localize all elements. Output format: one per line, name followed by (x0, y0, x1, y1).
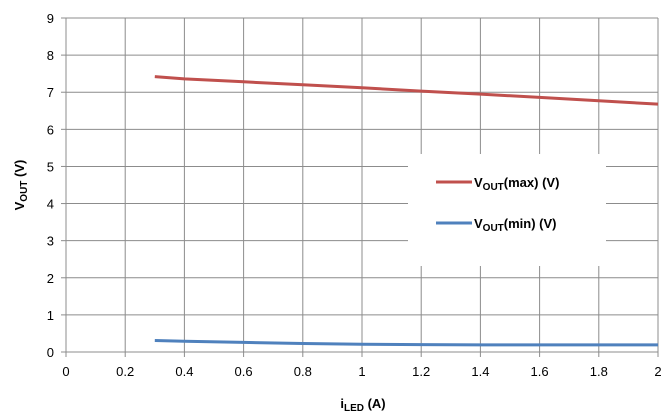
axes (61, 17, 659, 357)
legend-label-min-main: V (474, 216, 483, 231)
x-tick-label: 1.2 (412, 364, 430, 379)
x-axis-title-sub: LED (344, 403, 364, 412)
y-tick-label: 0 (47, 345, 54, 360)
x-tick-label: 1.6 (531, 364, 549, 379)
y-tick-label: 8 (47, 48, 54, 63)
x-axis-title-rest: (A) (364, 396, 386, 411)
x-tick-labels: 0 0.2 0.4 0.6 0.8 1 1.2 1.4 1.6 1.8 2 (62, 364, 661, 379)
y-tick-label: 5 (47, 159, 54, 174)
series-line-vout-min (154, 339, 658, 347)
x-tick-label: 1.8 (590, 364, 608, 379)
y-axis-title-rest: (V) (12, 160, 27, 181)
legend-label-min-rest: (min) (V) (504, 216, 557, 231)
x-tick-label: 0.8 (294, 364, 312, 379)
series-line-vout-max (154, 75, 659, 106)
legend-box (408, 154, 606, 266)
x-tick-label: 0.2 (116, 364, 134, 379)
legend-label-max-sub: OUT (483, 182, 504, 193)
x-tick-label: 0.6 (235, 364, 253, 379)
y-tick-label: 2 (47, 271, 54, 286)
x-tick-label: 0 (62, 364, 69, 379)
y-axis-title-main: V (12, 201, 27, 210)
y-tick-label: 3 (47, 234, 54, 249)
y-axis-title: VOUT (V) (12, 160, 30, 211)
x-tick-label: 1 (358, 364, 365, 379)
y-tick-label: 6 (47, 122, 54, 137)
y-tick-labels: 0 1 2 3 4 5 6 7 8 9 (47, 11, 54, 360)
legend-label-min-sub: OUT (483, 223, 504, 234)
legend-label-max-main: V (474, 175, 483, 190)
legend-label-max-rest: (max) (V) (504, 175, 560, 190)
x-tick-label: 0.4 (175, 364, 193, 379)
series-lines (154, 75, 659, 347)
x-axis-title: iLED (A) (340, 396, 385, 412)
y-tick-label: 1 (47, 308, 54, 323)
y-tick-label: 7 (47, 85, 54, 100)
legend-label-max: VOUT(max) (V) (474, 175, 559, 193)
y-axis-title-sub: OUT (19, 181, 30, 202)
x-tick-label: 2 (654, 364, 661, 379)
x-axis-title-main: i (340, 396, 344, 411)
y-tick-label: 9 (47, 11, 54, 26)
y-tick-label: 4 (47, 197, 54, 212)
x-tick-label: 1.4 (471, 364, 489, 379)
legend: VOUT(max) (V) VOUT(min) (V) (408, 154, 606, 266)
legend-label-min: VOUT(min) (V) (474, 216, 557, 234)
